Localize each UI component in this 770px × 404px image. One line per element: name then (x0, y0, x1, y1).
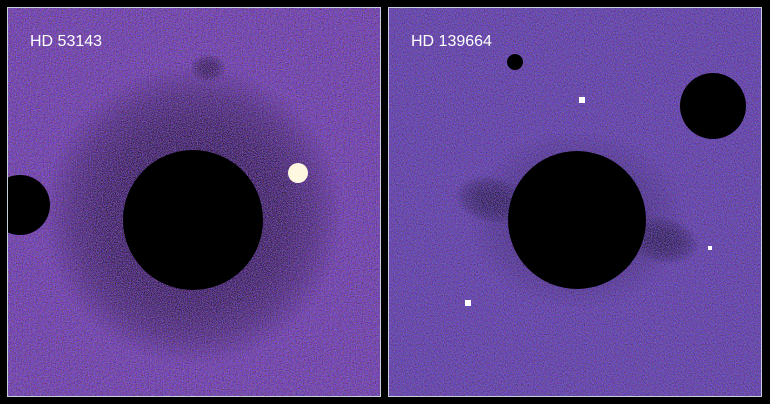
right-panel: HD 139664 (389, 8, 761, 396)
mask-spot (680, 73, 746, 139)
mask-edge (8, 175, 50, 235)
panel-label: HD 53143 (30, 33, 102, 50)
star (708, 246, 712, 250)
panel-border (388, 7, 762, 397)
left-panel: HD 53143 (8, 8, 380, 396)
star (579, 97, 585, 103)
bright-spot (288, 163, 308, 183)
mask-spot (507, 54, 523, 70)
star (465, 300, 471, 306)
occulting-mask (508, 151, 646, 289)
panel-label: HD 139664 (411, 33, 492, 50)
occulting-mask (123, 150, 263, 290)
panel-border (7, 7, 381, 397)
